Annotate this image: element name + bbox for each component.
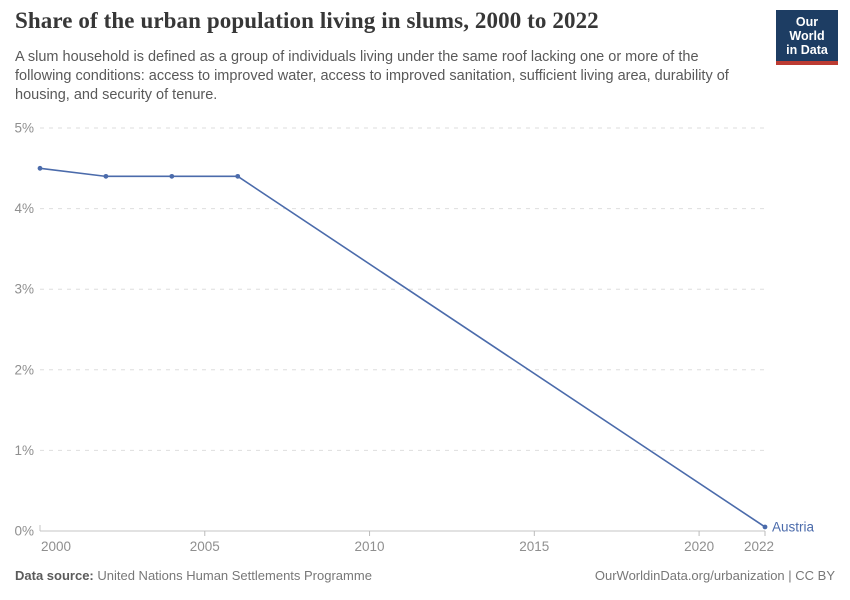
series-label-austria[interactable]: Austria [772, 519, 815, 534]
data-source: Data source: United Nations Human Settle… [15, 568, 372, 583]
license-link[interactable]: OurWorldinData.org/urbanization | CC BY [594, 568, 835, 583]
chart-subtitle: A slum household is defined as a group o… [15, 49, 729, 103]
data-point-marker[interactable] [103, 173, 109, 179]
y-tick-label: 3% [14, 282, 34, 297]
y-tick-label: 5% [14, 121, 34, 136]
x-tick-label: 2020 [684, 539, 714, 554]
x-tick-label: 2022 [744, 539, 774, 554]
data-source-value: United Nations Human Settlements Program… [93, 568, 372, 583]
x-tick-label: 2005 [190, 539, 220, 554]
y-tick-label: 2% [14, 362, 34, 377]
y-tick-label: 1% [14, 443, 34, 458]
y-tick-label: 0% [14, 524, 34, 539]
x-tick-label: 2015 [519, 539, 549, 554]
data-point-marker[interactable] [762, 524, 768, 530]
chart-title: Share of the urban population living in … [15, 8, 599, 33]
owid-logo-line1: Our World [789, 15, 825, 43]
data-point-marker[interactable] [169, 173, 175, 179]
owid-logo[interactable]: Our World in Data [776, 10, 838, 65]
owid-logo-line2: in Data [786, 43, 828, 57]
x-tick-label: 2010 [355, 539, 385, 554]
data-point-marker[interactable] [37, 165, 43, 171]
x-tick-label: 2000 [41, 539, 71, 554]
line-series-austria[interactable] [39, 167, 766, 528]
chart-footer: Data source: United Nations Human Settle… [15, 568, 835, 583]
data-source-label: Data source: [15, 568, 94, 583]
y-tick-label: 4% [14, 201, 34, 216]
data-point-marker[interactable] [235, 173, 241, 179]
chart-svg: 0% 1% 2% 3% 4% 5% 2000 2005 2010 2015 2020 2022 Aust… [14, 121, 815, 555]
